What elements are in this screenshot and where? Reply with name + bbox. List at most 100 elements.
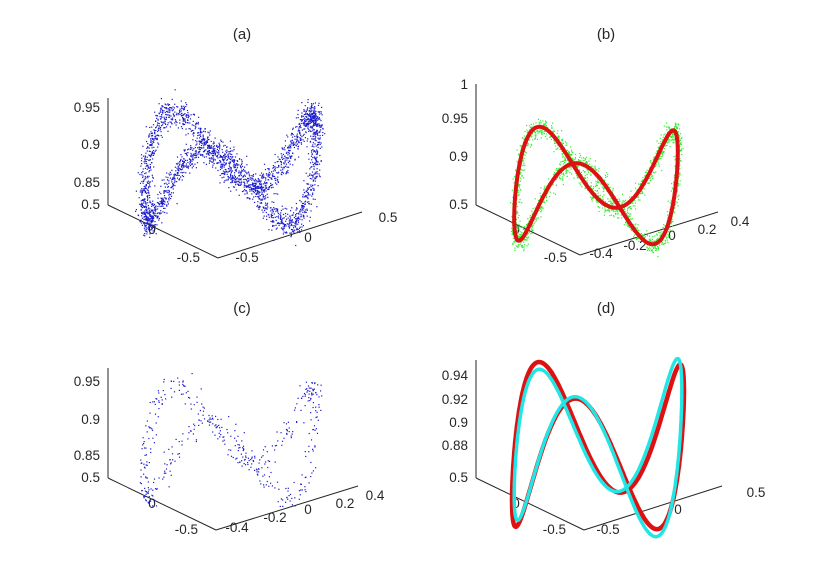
plot-a-sample-point (143, 200, 145, 202)
plot-a-sample-point (314, 117, 316, 119)
plot-a-sample-point (182, 124, 185, 126)
plot-a-sample-point (179, 161, 181, 163)
plot-a-sample-point (173, 174, 175, 176)
plot-a-sample-point (314, 139, 316, 141)
plot-a-sample-point (142, 155, 145, 157)
plot-a-sample-point (144, 219, 146, 221)
plot-a-sample-point (236, 177, 238, 179)
plot-b-sample-point (630, 229, 633, 231)
plot-a-sample-point (247, 197, 249, 199)
plot-c-sample-point (278, 488, 280, 490)
plot-a-sample-point (219, 156, 221, 158)
plot-a-sample-point (219, 159, 221, 162)
plot-a-sample-point (218, 144, 221, 146)
plot-a-sample-point (165, 126, 168, 128)
plot-b-sample-point (680, 137, 682, 140)
plot-a-sample-point (235, 169, 237, 172)
plot-a-sample-point (205, 156, 207, 158)
plot-b-sample-point (552, 184, 554, 186)
plot-a-sample-point (280, 216, 282, 218)
plot-a-sample-point (229, 161, 231, 164)
plot-a-sample-point (268, 169, 270, 171)
plot-a-sample-point (181, 160, 184, 162)
plot-a-sample-point (274, 167, 276, 169)
plot-a-sample-point (143, 198, 145, 200)
plot-a-sample-point (315, 159, 318, 161)
plot-a-sample-point (181, 172, 184, 174)
panel-b-x-tick: 0.4 (731, 214, 750, 229)
plot-a-sample-point (190, 163, 193, 165)
plot-a-sample-point (168, 196, 170, 198)
plot-a-sample-point (303, 121, 305, 123)
plot-a-sample-point (258, 187, 260, 189)
plot-b-sample-point (607, 173, 609, 176)
plot-b-sample-point (666, 211, 669, 213)
plot-b-sample-point (630, 218, 632, 220)
plot-a-sample-point (162, 205, 164, 207)
plot-b-sample-point (518, 153, 520, 155)
plot-b-sample-point (589, 158, 591, 160)
plot-a-sample-point (245, 179, 248, 181)
plot-c-sample-point (238, 447, 240, 449)
plot-a-sample-point (274, 179, 277, 181)
plot-a-sample-point (271, 221, 273, 223)
plot-a-sample-point (206, 141, 209, 143)
plot-b-sample-point (648, 177, 650, 179)
plot-a-sample-point (145, 222, 147, 224)
plot-b-sample-point (676, 127, 678, 130)
plot-a-sample-point (239, 184, 241, 186)
plot-b-sample-point (629, 206, 632, 208)
plot-b-sample-point (671, 225, 674, 227)
plot-a-sample-point (223, 172, 225, 174)
plot-a-sample-point (173, 175, 175, 177)
plot-a-sample-point (177, 162, 179, 164)
plot-b-sample-point (540, 195, 542, 197)
plot-a-sample-point (270, 184, 272, 186)
plot-b-sample-point (658, 158, 660, 160)
plot-a-sample-point (237, 181, 239, 183)
plot-a-sample-point (261, 193, 263, 196)
plot-a-sample-point (314, 122, 317, 125)
plot-c-sample-point (148, 496, 150, 498)
plot-a-sample-point (147, 143, 149, 145)
plot-b-sample-point (514, 247, 516, 249)
plot-a-sample-point (255, 195, 257, 198)
plot-b-sample-point (597, 206, 599, 208)
plot-b-sample-point (516, 210, 518, 212)
plot-a-sample-point (293, 141, 295, 143)
plot-a-sample-point (146, 150, 148, 152)
plot-a-sample-point (217, 146, 219, 148)
plot-a-sample-point (150, 210, 152, 212)
panel-a-x-tick: 0.5 (379, 210, 398, 225)
plot-b-sample-point (634, 187, 637, 189)
plot-b-sample-point (644, 233, 646, 235)
plot-a-sample-point (143, 188, 145, 190)
plot-a-sample-point (272, 167, 274, 169)
plot-a-sample-point (259, 198, 261, 200)
plot-b-sample-point (589, 163, 591, 165)
plot-a-sample-point (266, 193, 268, 195)
plot-a-sample-point (162, 122, 164, 124)
plot-b-sample-point (657, 150, 659, 152)
plot-a-sample-point (153, 213, 155, 215)
plot-a-sample-point (147, 166, 149, 168)
plot-b-sample-point (530, 143, 532, 145)
plot-a-sample-point (286, 171, 288, 173)
plot-a-sample-point (219, 146, 221, 148)
plot-c-sample-point (143, 463, 145, 465)
plot-a-sample-point (282, 213, 285, 216)
plot-a-sample-point (199, 150, 201, 152)
plot-a-sample-point (283, 157, 285, 160)
plot-a-sample-point (167, 104, 169, 106)
plot-a-sample-point (149, 201, 151, 203)
plot-b-sample-point (586, 173, 588, 175)
plot-b-sample-point (663, 243, 665, 246)
plot-a-sample-point (152, 210, 154, 212)
plot-a-sample-point (304, 105, 306, 107)
plot-b-sample-point (621, 202, 623, 205)
plot-a-sample-point (177, 127, 179, 129)
plot-a-sample-point (272, 210, 274, 212)
plot-a-sample-point (285, 220, 287, 222)
plot-a-sample-point (180, 105, 183, 107)
plot-a-sample-point (319, 113, 321, 115)
